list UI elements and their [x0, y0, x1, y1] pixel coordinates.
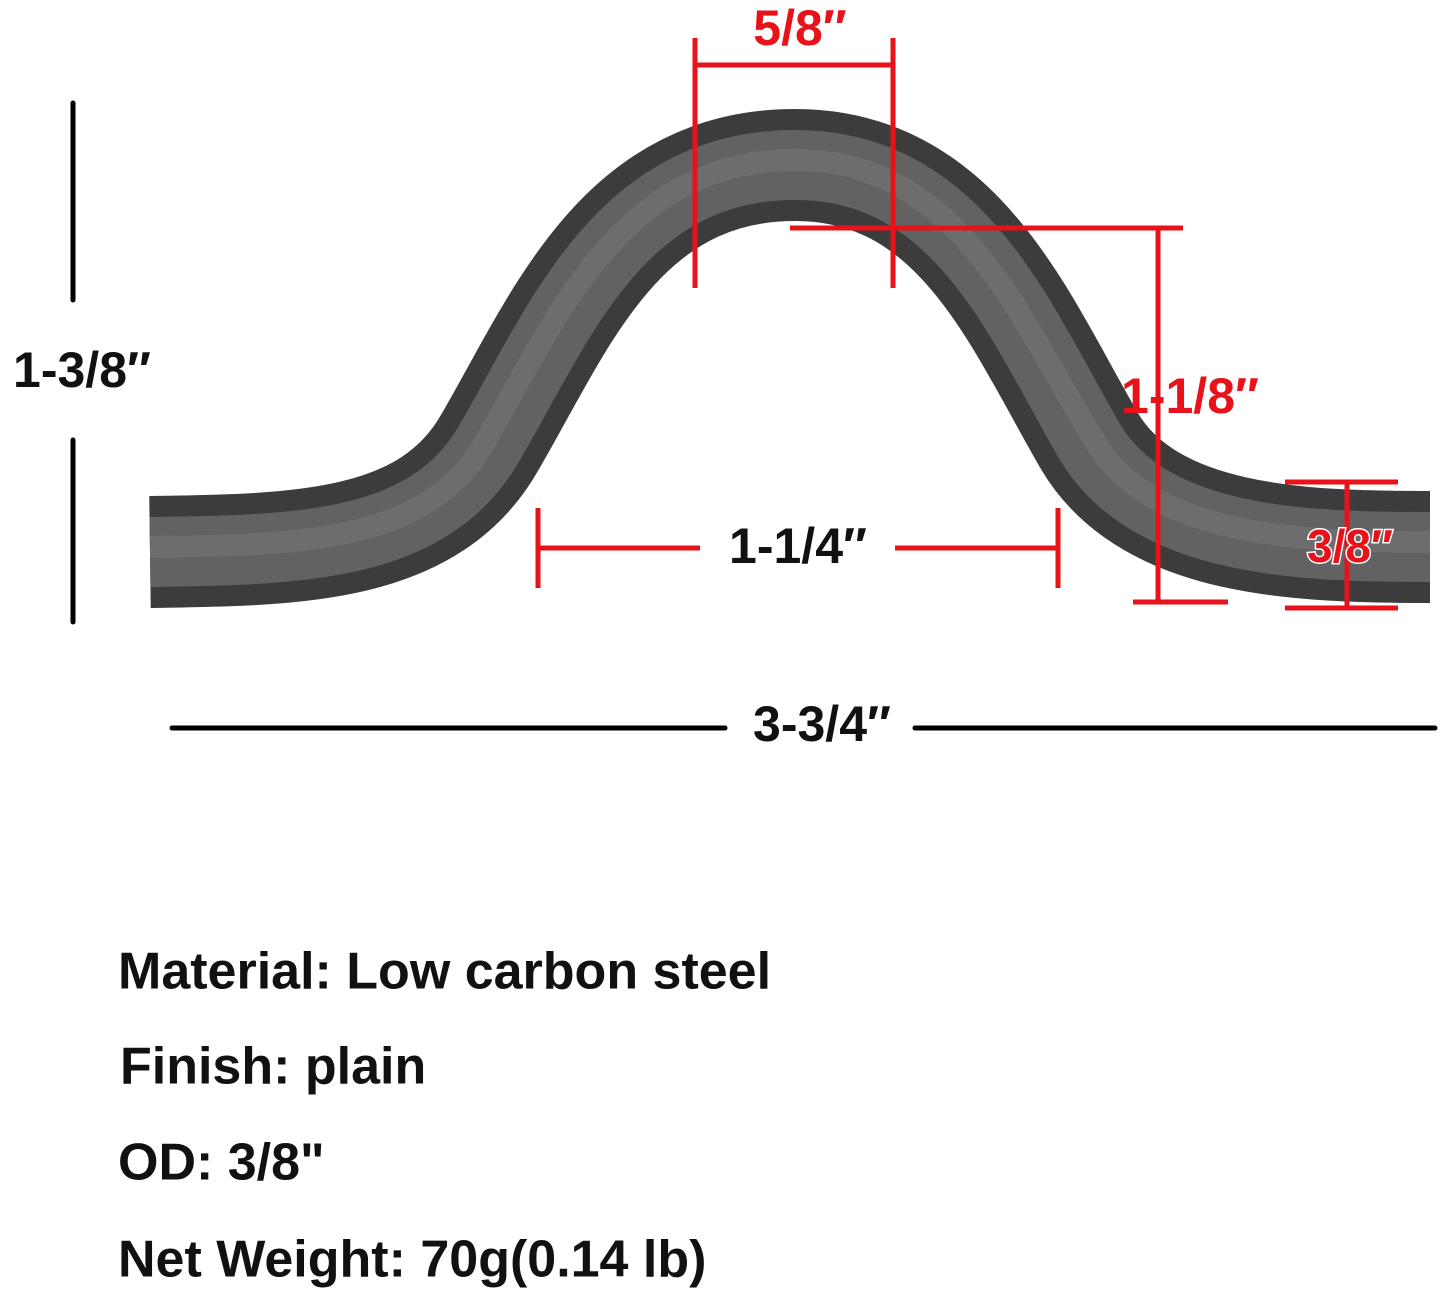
- dim-label: 1-1/8″: [1121, 368, 1259, 424]
- dim-label: 5/8″: [753, 0, 847, 56]
- spec-line: Net Weight: 70g(0.14 lb): [118, 1231, 706, 1289]
- dim-label: 3-3/4″: [753, 696, 891, 752]
- dim-label: 1-1/4″: [729, 518, 867, 574]
- spec-line: Finish: plain: [120, 1038, 426, 1096]
- dimension-lines: [70, 38, 1438, 731]
- dim-label: 3/8″: [1307, 520, 1393, 572]
- dim-label: 1-3/8″: [13, 342, 151, 398]
- spec-line: Material: Low carbon steel: [118, 943, 771, 1001]
- rod: [149, 108, 1431, 608]
- spec-line: OD: 3/8": [118, 1134, 325, 1192]
